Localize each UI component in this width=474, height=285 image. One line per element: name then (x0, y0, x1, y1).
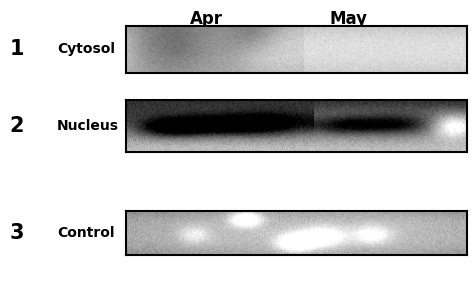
Text: 2: 2 (9, 116, 24, 136)
Text: Cytosol: Cytosol (57, 42, 115, 56)
Text: 3: 3 (9, 223, 24, 243)
Text: May: May (329, 10, 367, 28)
Text: 1: 1 (9, 39, 24, 59)
Text: Nucleus: Nucleus (57, 119, 119, 133)
Text: Apr: Apr (190, 10, 223, 28)
Text: Control: Control (57, 226, 114, 240)
